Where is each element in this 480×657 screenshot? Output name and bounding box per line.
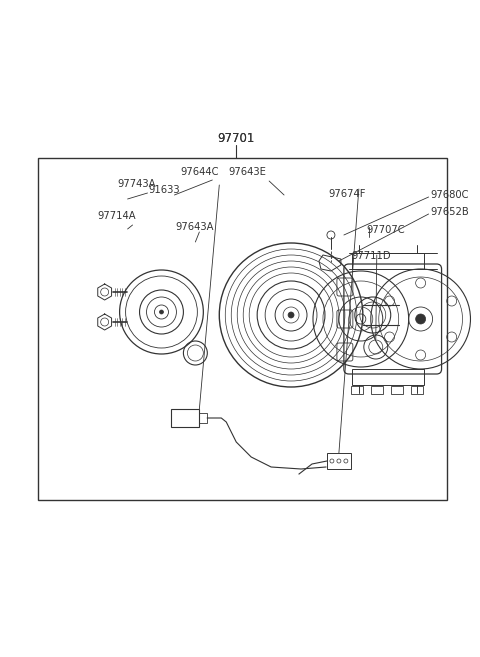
Polygon shape [98,314,111,330]
Text: 97743A: 97743A [118,179,156,189]
Text: 97701: 97701 [217,132,255,145]
Bar [171,409,199,427]
Bar [199,413,207,423]
Text: 91633: 91633 [149,185,180,195]
Bar [352,253,424,269]
Text: 97652B: 97652B [431,207,469,217]
Bar [352,369,424,385]
Text: 97680C: 97680C [431,190,469,200]
Text: 97701: 97701 [217,132,255,145]
Bar [327,453,351,469]
Text: 97643E: 97643E [228,167,266,177]
Bar [391,386,403,394]
Text: 97707C: 97707C [367,225,406,235]
Polygon shape [98,284,111,300]
Text: 97674F: 97674F [328,189,366,199]
Bar [411,386,422,394]
Bar [371,386,383,394]
Text: 97711D: 97711D [351,251,391,261]
Text: 97714A: 97714A [98,211,136,221]
Circle shape [159,310,164,314]
Circle shape [288,312,294,318]
Circle shape [416,314,426,324]
Bar [38,158,446,500]
Bar [351,386,363,394]
Text: 97644C: 97644C [180,167,218,177]
Text: 97643A: 97643A [175,222,214,232]
